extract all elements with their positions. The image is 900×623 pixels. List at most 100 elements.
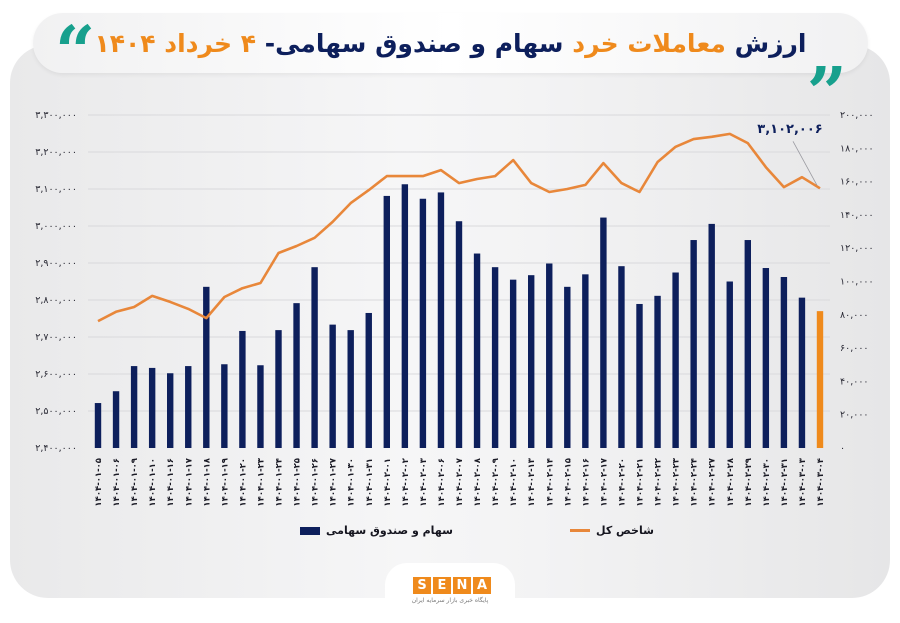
bar: [744, 240, 751, 448]
x-axis-tick: ۱۴۰۴-۰۲-۱۶: [581, 458, 591, 507]
bar: [383, 195, 390, 448]
last-value-annotation: ۳,۱۰۲,۰۰۶: [757, 122, 822, 137]
x-axis-tick: ۱۴۰۴-۰۲-۱۵: [563, 458, 573, 507]
bar: [130, 366, 138, 448]
right-axis-tick: ۱۴۰,۰۰۰: [840, 210, 874, 221]
bar: [455, 221, 463, 448]
x-axis-tick: ۱۴۰۴-۰۲-۲۲: [654, 457, 664, 506]
x-axis-tick: ۱۴۰۴-۰۱-۰۶: [112, 458, 122, 507]
legend-bar-swatch: [300, 526, 320, 535]
page-title: ارزش معاملات خرد سهام و صندوق سهامی- ۴ خ…: [95, 29, 807, 58]
bar: [726, 281, 733, 448]
bar: [509, 279, 517, 448]
x-axis-tick: ۱۴۰۴-۰۱-۲۴: [275, 458, 285, 507]
bar: [94, 403, 102, 448]
bar: [546, 263, 553, 448]
x-axis-tick: ۱۴۰۴-۰۲-۱۷: [599, 457, 609, 506]
bar: [582, 274, 589, 448]
left-axis-tick: ۳,۲۰۰,۰۰۰: [35, 147, 77, 158]
title-part-1: ارزش: [734, 28, 807, 58]
right-axis-tick: ۴۰,۰۰۰: [840, 376, 869, 387]
bar: [473, 253, 481, 448]
bar: [239, 330, 246, 448]
bar: [816, 311, 824, 448]
left-axis-tick: ۳,۳۰۰,۰۰۰: [35, 110, 77, 121]
x-axis-tick: ۱۴۰۴-۰۲-۳۱: [780, 458, 790, 507]
title-date: ۴ خرداد ۱۴۰۴: [94, 28, 257, 58]
right-axis-tick: ۸۰,۰۰۰: [840, 310, 869, 321]
bar: [419, 198, 427, 448]
x-axis-tick: ۱۴۰۴-۰۲-۲۴: [690, 458, 700, 507]
x-axis-tick: ۱۴۰۴-۰۳-۰۳: [798, 457, 808, 506]
legend-bars-label: سهام و صندوق سهامی: [326, 524, 453, 537]
bar: [221, 364, 228, 448]
index-line: [97, 132, 821, 323]
x-axis-tick: ۱۴۰۴-۰۱-۲۳: [256, 457, 266, 506]
right-axis-tick: ۰: [840, 443, 845, 454]
logo-subtitle: پایگاه خبری بازار سرمایه ایران: [411, 597, 489, 604]
x-axis-tick: ۱۴۰۴-۰۱-۱۶: [166, 458, 176, 507]
bar: [762, 268, 770, 448]
legend-line-swatch: [570, 529, 590, 532]
left-axis-tick: ۲,۶۰۰,۰۰۰: [35, 369, 77, 380]
x-axis-tick: ۱۴۰۴-۰۱-۰۹: [130, 457, 140, 506]
x-axis-tick: ۱۴۰۴-۰۲-۰۶: [437, 458, 447, 507]
x-axis-tick: ۱۴۰۴-۰۲-۱۳: [527, 457, 537, 506]
x-axis-tick: ۱۴۰۴-۰۲-۳۰: [762, 458, 772, 507]
x-axis-tick: ۱۴۰۴-۰۱-۱۸: [202, 457, 212, 506]
chart-card: [10, 45, 890, 598]
right-axis-tick: ۱۲۰,۰۰۰: [840, 243, 874, 254]
bar: [203, 286, 210, 448]
logo-letter: A: [473, 577, 491, 594]
x-axis-tick: ۱۴۰۴-۰۱-۰۵: [94, 458, 104, 507]
x-axis-tick: ۱۴۰۴-۰۲-۰۱: [383, 458, 393, 507]
title-banner: “ ارزش معاملات خرد سهام و صندوق سهامی- ۴…: [33, 13, 868, 100]
bar: [275, 330, 282, 448]
bar: [672, 272, 679, 448]
bar: [636, 303, 643, 448]
x-axis-tick: ۱۴۰۴-۰۲-۲۹: [744, 457, 754, 506]
legend-bars: سهام و صندوق سهامی: [300, 524, 453, 537]
bar: [564, 286, 571, 448]
title-part-3: سهام و صندوق سهامی-: [264, 28, 564, 58]
right-axis-tick: ۱۸۰,۰۰۰: [840, 143, 874, 154]
x-axis-tick: ۱۴۰۴-۰۲-۰۷: [455, 457, 465, 506]
x-axis-tick: ۱۴۰۴-۰۲-۱۰: [509, 458, 519, 507]
right-axis-tick: ۶۰,۰۰۰: [840, 343, 869, 354]
x-axis-tick: ۱۴۰۴-۰۲-۰۸: [473, 457, 483, 506]
legend-line-label: شاخص کل: [596, 524, 654, 537]
x-axis-tick: ۱۴۰۴-۰۱-۱۹: [220, 457, 230, 506]
x-axis-tick: ۱۴۰۴-۰۲-۲۷: [708, 457, 718, 506]
logo-letter: E: [433, 577, 451, 594]
x-axis-tick: ۱۴۰۴-۰۱-۲۵: [293, 458, 303, 507]
left-axis-tick: ۲,۸۰۰,۰۰۰: [35, 295, 77, 306]
bar: [618, 266, 625, 448]
bar: [528, 275, 535, 448]
legend-line: شاخص کل: [570, 524, 654, 537]
left-axis-tick: ۲,۴۰۰,۰۰۰: [35, 443, 77, 454]
x-axis-tick: ۱۴۰۴-۰۱-۲۰: [238, 458, 248, 507]
x-axis-tick: ۱۴۰۴-۰۱-۲۶: [311, 458, 321, 507]
x-axis-tick: ۱۴۰۴-۰۲-۲۸: [726, 457, 736, 506]
bar: [347, 330, 354, 448]
bar: [167, 373, 174, 448]
right-axis-tick: ۱۰۰,۰۰۰: [840, 277, 874, 288]
bar: [257, 365, 264, 448]
bar: [148, 367, 156, 448]
left-axis-tick: ۳,۰۰۰,۰۰۰: [35, 221, 77, 232]
bar: [780, 277, 788, 448]
bar: [293, 303, 300, 448]
bar: [798, 297, 806, 448]
right-axis-tick: ۲۰۰,۰۰۰: [840, 110, 874, 121]
right-axis-tick: ۲۰,۰۰۰: [840, 410, 869, 421]
x-axis-tick: ۱۴۰۴-۰۲-۰۹: [491, 457, 501, 506]
left-axis-tick: ۲,۷۰۰,۰۰۰: [35, 332, 77, 343]
bar: [654, 295, 661, 448]
annotation-leader: [792, 141, 818, 186]
x-axis-tick: ۱۴۰۴-۰۲-۲۳: [672, 457, 682, 506]
bar: [600, 217, 607, 448]
x-axis-tick: ۱۴۰۴-۰۱-۱۷: [184, 457, 194, 506]
bar: [365, 312, 372, 448]
right-axis-tick: ۱۶۰,۰۰۰: [840, 177, 874, 188]
